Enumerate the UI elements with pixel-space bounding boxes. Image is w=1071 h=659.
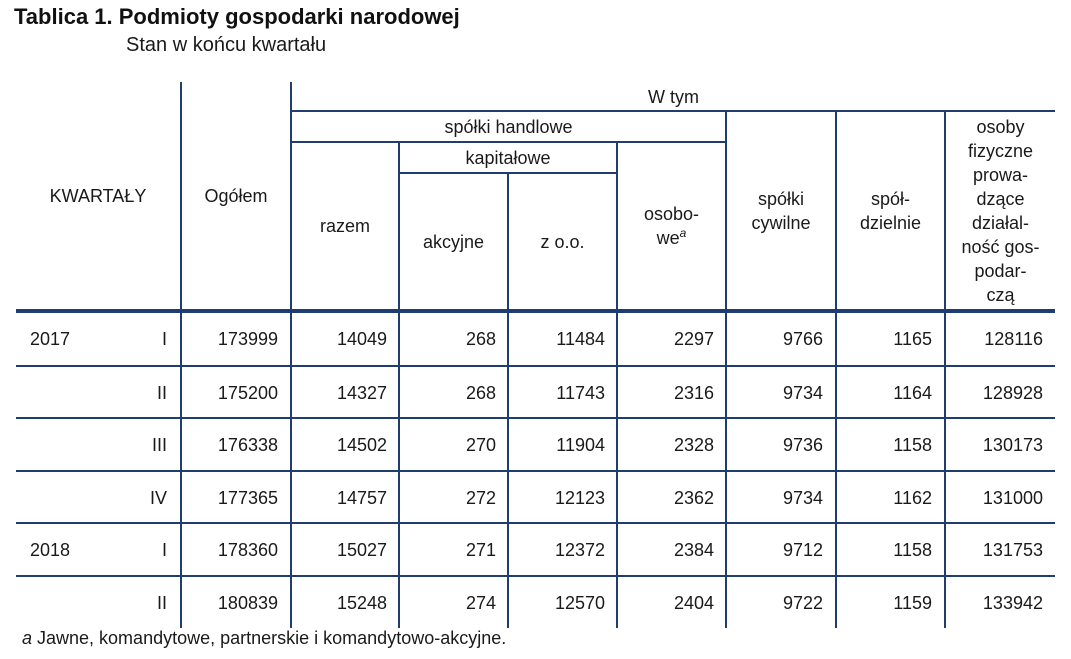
- table-cell: 1162: [893, 487, 932, 508]
- table-cell: 274: [465, 592, 496, 613]
- column-rule: [180, 82, 182, 628]
- header-kwartaly: KWARTAŁY: [49, 185, 147, 206]
- row-year: [30, 472, 110, 524]
- table-cell: 268: [465, 382, 496, 403]
- table-cell: 133942: [982, 592, 1043, 613]
- table-cell: 9712: [782, 539, 823, 560]
- row-rule: [16, 365, 1055, 367]
- row-year: 2017: [30, 328, 71, 349]
- table-title: Tablica 1. Podmioty gospodarki narodowej: [14, 4, 460, 29]
- table-cell: 14327: [336, 382, 387, 403]
- row-quarter: II: [156, 592, 167, 613]
- table-cell: 128928: [982, 382, 1043, 403]
- table-cell: 2316: [673, 382, 714, 403]
- header-spolki-cywilne: spółki cywilne: [751, 188, 811, 233]
- table-cell: 15027: [336, 539, 387, 560]
- table-cell: 14502: [336, 434, 387, 455]
- column-rule: [725, 111, 727, 628]
- header-spolki-handlowe: spółki handlowe: [444, 117, 573, 137]
- footnote: a Jawne, komandytowe, partnerskie i koma…: [22, 628, 506, 649]
- table-cell: 12123: [554, 487, 605, 508]
- table-cell: 9734: [782, 487, 823, 508]
- header-zoo: z o.o.: [540, 231, 585, 252]
- header-kapitalowe: kapitałowe: [465, 148, 551, 168]
- table-cell: 268: [465, 328, 496, 349]
- header-osoby-fizyczne: osoby fizyczne prowa- dzące działal- noś…: [961, 116, 1040, 305]
- header-spoldzielnie: spół- dzielnie: [859, 188, 922, 233]
- table-cell: 1165: [893, 328, 932, 349]
- table-cell: 272: [465, 487, 496, 508]
- table-cell: 128116: [984, 328, 1043, 349]
- row-rule: [16, 575, 1055, 577]
- row-year: 2018: [30, 539, 71, 560]
- column-rule: [944, 111, 946, 628]
- table-cell: 1158: [893, 434, 932, 455]
- row-year: [30, 419, 110, 471]
- table-cell: 130173: [982, 434, 1043, 455]
- table-cell: 9766: [782, 328, 823, 349]
- column-rule: [290, 82, 292, 628]
- table-cell: 15248: [336, 592, 387, 613]
- table-cell: 2328: [673, 434, 714, 455]
- rule-spolki: [291, 141, 726, 143]
- table-cell: 14049: [336, 328, 387, 349]
- table-cell: 1164: [893, 382, 932, 403]
- row-year: [30, 577, 110, 629]
- header-osobowe: osobo- wea: [618, 143, 725, 309]
- table-cell: 11904: [556, 434, 605, 455]
- table-cell: 271: [465, 539, 496, 560]
- row-quarter: II: [156, 382, 167, 403]
- rule-top: [291, 110, 1055, 112]
- row-quarter: III: [151, 434, 167, 455]
- table-cell: 180839: [217, 592, 278, 613]
- column-rule: [507, 173, 509, 628]
- table-cell: 2297: [673, 328, 714, 349]
- table-cell: 131000: [982, 487, 1043, 508]
- table-subtitle: Stan w końcu kwartału: [126, 34, 327, 56]
- table-cell: 1159: [893, 592, 932, 613]
- header-w-tym: W tym: [648, 87, 699, 107]
- footnote-marker: a: [679, 226, 687, 240]
- column-rule: [835, 111, 837, 628]
- table-cell: 270: [465, 434, 496, 455]
- header-ogolem: Ogółem: [204, 185, 268, 206]
- table-cell: 131753: [982, 539, 1043, 560]
- table-cell: 14757: [336, 487, 387, 508]
- table-cell: 11743: [556, 382, 605, 403]
- table-cell: 9734: [782, 382, 823, 403]
- row-quarter: I: [161, 539, 167, 560]
- table-cell: 2404: [673, 592, 714, 613]
- row-quarter: I: [161, 328, 167, 349]
- table-cell: 9736: [782, 434, 823, 455]
- table-cell: 173999: [217, 328, 278, 349]
- row-rule: [16, 522, 1055, 524]
- footnote-mark: a: [22, 628, 33, 648]
- table-cell: 178360: [217, 539, 278, 560]
- table-cell: 9722: [782, 592, 823, 613]
- table-cell: 175200: [217, 382, 278, 403]
- table-cell: 12570: [554, 592, 605, 613]
- table-cell: 11484: [556, 328, 605, 349]
- row-quarter: IV: [149, 487, 167, 508]
- column-rule: [616, 142, 618, 628]
- table-cell: 1158: [893, 539, 932, 560]
- row-year: [30, 367, 110, 419]
- table-cell: 12372: [554, 539, 605, 560]
- table-cell: 176338: [217, 434, 278, 455]
- row-rule: [16, 417, 1055, 419]
- table-cell: 2384: [673, 539, 714, 560]
- header-akcyjne: akcyjne: [422, 231, 485, 252]
- row-rule: [16, 470, 1055, 472]
- table-cell: 177365: [217, 487, 278, 508]
- header-bottom-rule: [16, 309, 1055, 313]
- footnote-text: Jawne, komandytowe, partnerskie i komand…: [32, 628, 507, 648]
- header-osobowe-label: osobo- we: [643, 204, 700, 248]
- table-cell: 2362: [673, 487, 714, 508]
- header-razem: razem: [319, 216, 370, 236]
- column-rule: [398, 142, 400, 628]
